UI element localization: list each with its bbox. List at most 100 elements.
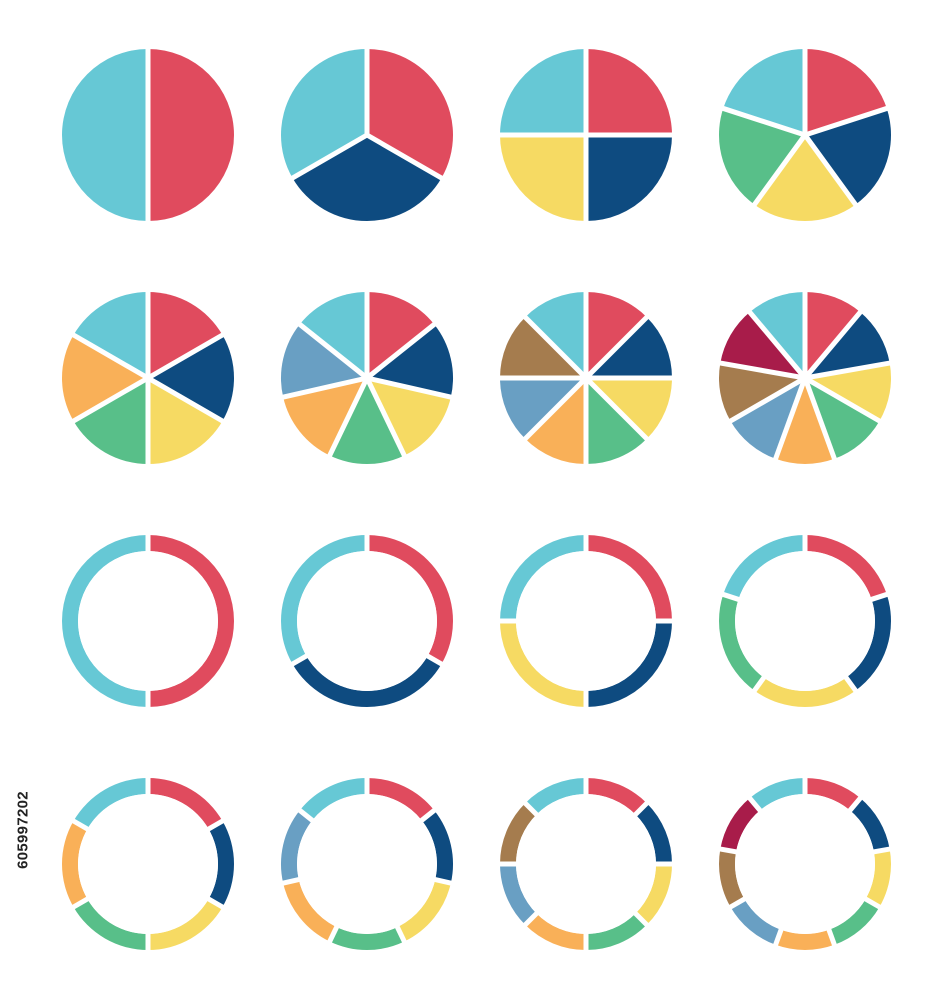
segment-2-navy [148, 335, 235, 421]
donut-chart-3 [280, 533, 454, 708]
segment-5-orange [525, 913, 586, 950]
segment-3-yellow [367, 378, 451, 456]
segment-4-green [718, 594, 764, 691]
segment-5-orange [775, 929, 835, 950]
segment-2-navy [292, 656, 442, 708]
segment-divider-2 [584, 314, 650, 380]
segment-divider-3 [366, 375, 454, 401]
segment-divider-6 [522, 376, 588, 442]
segment-1-red [148, 535, 234, 707]
segment-divider-2 [804, 105, 890, 138]
segment-divider-5 [720, 105, 806, 138]
segment-4-green [73, 378, 148, 464]
segment-3-yellow [754, 677, 856, 708]
segment-divider-2 [365, 132, 445, 182]
segment-4-green [329, 378, 405, 464]
donut-chart-4 [498, 533, 674, 709]
segment-divider-4 [364, 376, 408, 459]
segment-9-cyan [749, 778, 805, 811]
donut-chart-9 [717, 776, 893, 950]
segment-divider-3 [802, 133, 859, 208]
segment-2-navy [850, 798, 890, 852]
segment-8-cyan [525, 292, 586, 378]
segment-5-orange [775, 378, 835, 464]
segment-7-brown [500, 317, 586, 378]
segment-4-green [586, 378, 647, 464]
segment-7-brown [500, 803, 537, 864]
segment-divider-5 [70, 375, 150, 425]
segment-2-navy [805, 312, 890, 378]
segment-7-brown [719, 849, 745, 907]
segment-divider-3 [289, 132, 369, 182]
segment-9-cyan [749, 292, 805, 378]
segment-5-cyan [723, 535, 805, 600]
segment-4-green [586, 913, 647, 950]
segment-1-red [148, 49, 234, 221]
segment-1-red [805, 778, 861, 811]
segment-divider-2 [146, 331, 226, 381]
segment-3-yellow [397, 879, 451, 942]
segment-7-cyan [299, 778, 367, 821]
stock-watermark-strip: 605997202 [0, 0, 40, 1000]
segment-6-steel [730, 378, 805, 459]
segment-2-navy [421, 810, 453, 884]
donut-hole [78, 794, 218, 934]
donut-chart-7 [280, 776, 454, 950]
donut-chart-2 [62, 533, 234, 709]
segment-6-steel [730, 899, 782, 945]
segment-6-cyan [73, 292, 148, 378]
segment-1-red [367, 535, 454, 664]
segment-6-steel [281, 324, 367, 398]
segment-1-red [586, 535, 672, 621]
segment-3-yellow [586, 378, 672, 439]
segment-divider-3 [146, 375, 226, 425]
pie-chart-2 [62, 47, 234, 223]
pie-chart-8 [498, 290, 674, 466]
segment-1-red [367, 778, 435, 821]
segment-1-red [586, 292, 647, 378]
segment-divider-3 [804, 360, 893, 381]
segment-4-cyan [500, 535, 586, 621]
segment-1-red [586, 778, 647, 815]
donut-hole [516, 794, 656, 934]
donut-hole [78, 551, 218, 691]
segment-1-red [805, 292, 861, 378]
segment-6-steel [500, 378, 586, 439]
segment-divider-4 [751, 133, 808, 208]
pie-chart-7 [280, 290, 454, 464]
pie-chart-9 [717, 290, 893, 464]
segment-6-steel [281, 810, 313, 884]
segment-1-red [148, 778, 223, 829]
segment-4-cyan [500, 49, 586, 135]
segment-2-navy [586, 317, 672, 378]
segment-divider-4 [584, 376, 650, 442]
segment-5-orange [61, 821, 88, 907]
segment-8-cyan [525, 778, 586, 815]
segment-2-navy [208, 821, 235, 907]
segment-7-cyan [299, 291, 367, 378]
segment-4-green [73, 899, 148, 950]
segment-divider-6 [772, 377, 808, 462]
segment-3-yellow [754, 135, 856, 222]
segment-divider-9 [746, 308, 807, 380]
segment-4-green [718, 108, 805, 205]
segment-divider-7 [727, 375, 807, 425]
donut-chart-8 [498, 776, 674, 952]
segment-divider-5 [802, 377, 838, 462]
segment-3-yellow [500, 135, 586, 221]
donut-hole [297, 794, 437, 934]
segment-3-yellow [500, 621, 586, 707]
segment-5-orange [61, 335, 148, 421]
pie-chart-4 [498, 47, 674, 223]
segment-divider-8 [522, 314, 588, 380]
segment-4-green [329, 927, 405, 950]
pie-chart-3 [280, 47, 454, 222]
donut-hole [297, 551, 437, 691]
segment-8-crimson [720, 312, 805, 378]
segment-3-cyan [280, 535, 367, 664]
segment-2-navy [846, 594, 892, 691]
segment-divider-5 [326, 376, 370, 459]
donut-hole [516, 551, 656, 691]
segment-2-navy [367, 324, 453, 398]
